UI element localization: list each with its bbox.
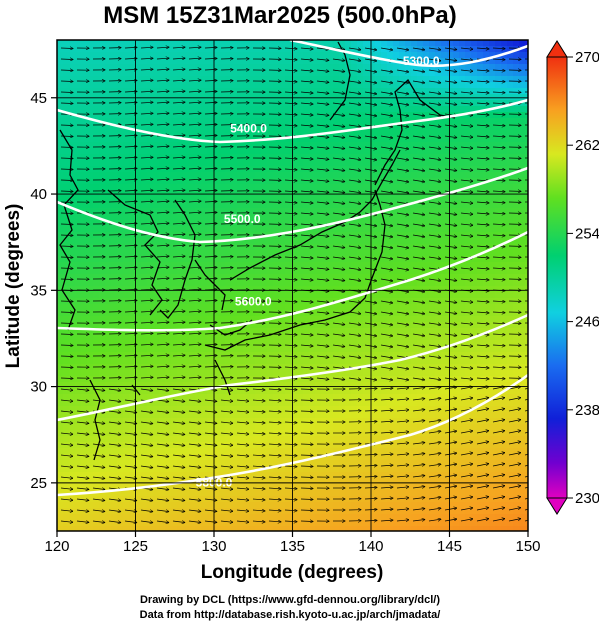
colorbar-tick-label: 270 bbox=[575, 49, 599, 66]
y-tick-label: 25 bbox=[30, 475, 47, 492]
axis-ticks: 120 125 130 135 140 145 150 25 30 35 40 45 bbox=[30, 90, 540, 555]
x-tick-label: 145 bbox=[437, 538, 462, 555]
coastlines bbox=[59, 41, 456, 461]
y-axis-label: Latitude (degrees) bbox=[3, 204, 24, 369]
contour-line-5700 bbox=[57, 313, 528, 422]
grid-lines bbox=[57, 40, 528, 531]
colorbar-min-arrow bbox=[546, 497, 568, 515]
contour-line-5400 bbox=[57, 98, 528, 144]
x-axis-label: Longitude (degrees) bbox=[201, 562, 384, 583]
contour-line-5500 bbox=[57, 166, 528, 244]
map-title: MSM 15Z31Mar2025 (500.0hPa) bbox=[103, 2, 457, 29]
y-tick-label: 30 bbox=[30, 379, 47, 396]
x-tick-label: 150 bbox=[515, 538, 540, 555]
contour-label: 5500.0 bbox=[224, 212, 261, 226]
credit-data: Data from http://database.rish.kyoto-u.a… bbox=[139, 609, 441, 621]
colorbar-tick-label: 246 bbox=[575, 314, 599, 331]
x-tick-label: 120 bbox=[44, 538, 69, 555]
colorbar-tick-label: 230 bbox=[575, 490, 599, 507]
contour-line-5600 bbox=[57, 230, 528, 332]
colorbar-tick-label: 254 bbox=[575, 225, 599, 242]
contour-line-5800 bbox=[57, 373, 528, 497]
colorbar: 270 262 254 246 238 230 bbox=[546, 40, 599, 515]
colorbar-max-arrow bbox=[546, 40, 568, 58]
contour-label: 5400.0 bbox=[230, 121, 267, 135]
contour-line-5300 bbox=[289, 40, 528, 68]
x-tick-label: 135 bbox=[280, 538, 305, 555]
x-tick-label: 130 bbox=[201, 538, 226, 555]
colorbar-bar bbox=[546, 56, 568, 499]
y-tick-label: 40 bbox=[30, 186, 47, 203]
geopotential-contours bbox=[57, 40, 528, 497]
x-tick-label: 140 bbox=[358, 538, 383, 555]
credits: Drawing by DCL (https://www.gfd-dennou.o… bbox=[0, 593, 580, 623]
contour-label: 5300.0 bbox=[403, 54, 440, 68]
colorbar-tick-label: 262 bbox=[575, 137, 599, 154]
y-tick-label: 45 bbox=[30, 90, 47, 107]
contour-label: 5600.0 bbox=[235, 295, 272, 309]
credit-drawing: Drawing by DCL (https://www.gfd-dennou.o… bbox=[139, 594, 441, 606]
colorbar-tick-label: 238 bbox=[575, 402, 599, 419]
y-tick-label: 35 bbox=[30, 282, 47, 299]
x-tick-label: 125 bbox=[123, 538, 148, 555]
